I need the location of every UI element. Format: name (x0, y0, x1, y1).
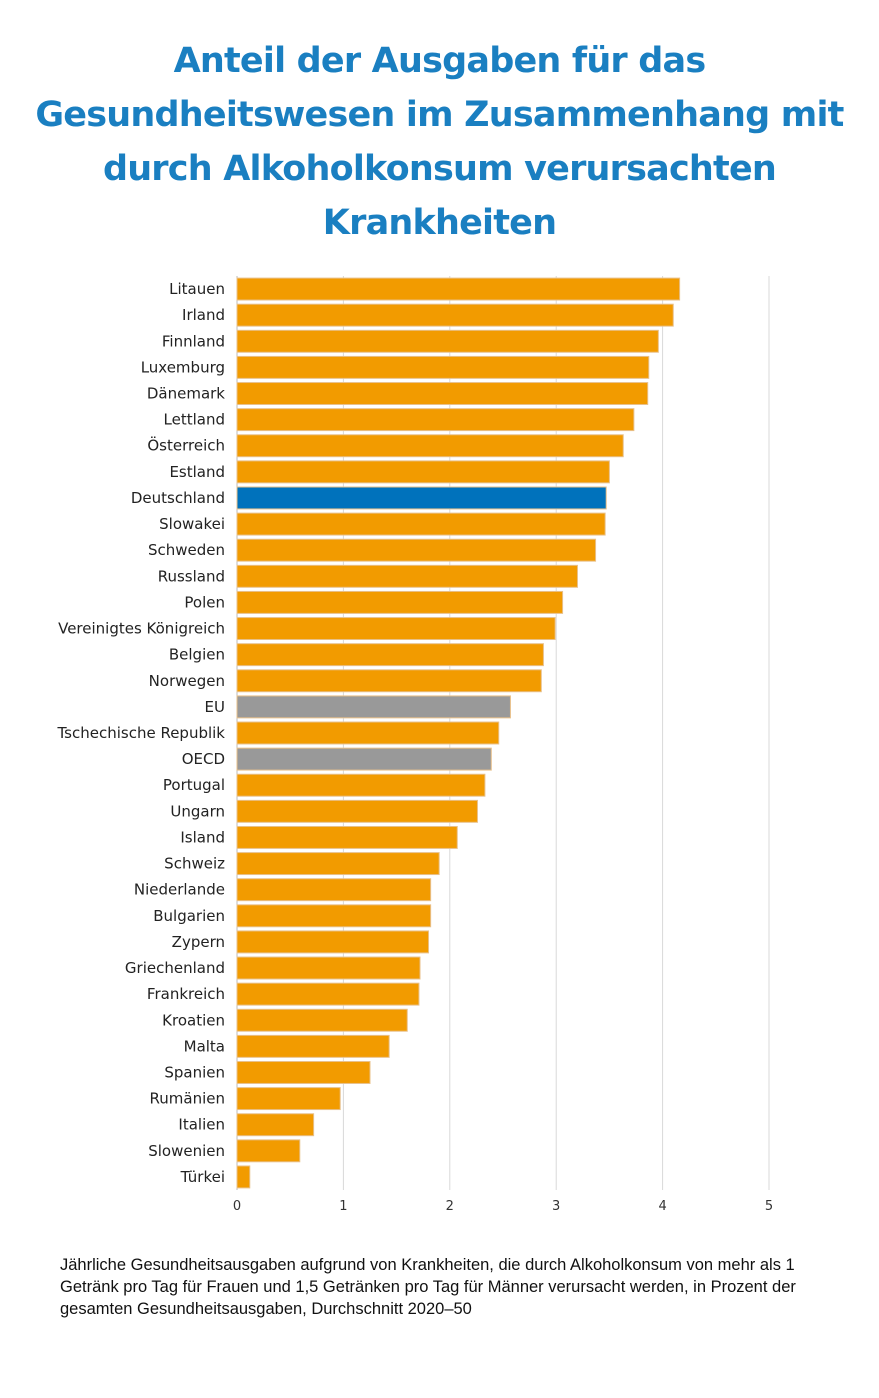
category-label: Frankreich (147, 985, 225, 1003)
category-label: Norwegen (149, 672, 225, 690)
bar-litauen (236, 277, 681, 301)
bar-deutschland (236, 486, 607, 510)
x-tick-label: 0 (233, 1199, 241, 1214)
bar-rumänien (236, 1087, 341, 1111)
bar-norwegen (236, 669, 542, 693)
bar-niederlande (236, 878, 432, 902)
category-label: Vereinigtes Königreich (58, 620, 225, 638)
x-tick-label: 2 (446, 1199, 454, 1214)
category-label: OECD (182, 750, 225, 768)
bar-oecd (236, 747, 492, 771)
category-label: Türkei (180, 1168, 225, 1186)
bar-schweden (236, 538, 597, 562)
x-tick-label: 5 (765, 1199, 773, 1214)
bar-griechenland (236, 956, 421, 980)
bar-portugal (236, 773, 486, 797)
category-label: Malta (184, 1037, 225, 1055)
category-label: Luxemburg (141, 358, 225, 376)
category-label: Italien (178, 1116, 225, 1134)
bar-irland (236, 303, 674, 327)
category-label: Slowakei (159, 515, 225, 533)
category-label: Schweden (148, 541, 225, 559)
category-label: Finnland (162, 332, 225, 350)
bar-ungarn (236, 799, 478, 823)
bar-russland (236, 564, 578, 588)
x-axis-ticks: 0 1 2 3 4 5 (233, 1199, 773, 1214)
category-label: Estland (169, 463, 225, 481)
category-label: Schweiz (164, 855, 225, 873)
x-tick-label: 1 (339, 1199, 347, 1214)
bar-polen (236, 590, 564, 614)
category-label: Zypern (172, 933, 225, 951)
bar-malta (236, 1034, 390, 1058)
category-label: Polen (184, 593, 225, 611)
bar-chart: Litauen Irland Finnland Luxemburg Dänemark Le… (56, 276, 773, 1214)
bar-schweiz (236, 852, 440, 876)
category-label: Griechenland (125, 959, 225, 977)
bar-finnland (236, 329, 659, 353)
x-tick-label: 4 (658, 1199, 666, 1214)
bar-vereinigtes-königreich (236, 617, 556, 641)
bar-österreich (236, 434, 624, 458)
category-label: Kroatien (162, 1011, 225, 1029)
category-label: Tschechische Republik (56, 724, 225, 742)
bar-estland (236, 460, 610, 484)
bar-frankreich (236, 982, 420, 1006)
bar-zypern (236, 930, 430, 954)
bar-spanien (236, 1061, 371, 1084)
bar-slowenien (236, 1139, 301, 1163)
category-label: Island (180, 828, 225, 846)
category-labels: Litauen Irland Finnland Luxemburg Dänemark Le… (56, 280, 225, 1186)
category-label: Deutschland (131, 489, 225, 507)
x-tick-label: 3 (552, 1199, 560, 1214)
bars (236, 277, 681, 1189)
category-label: EU (205, 698, 225, 716)
category-label: Spanien (164, 1063, 225, 1081)
bar-bulgarien (236, 904, 432, 928)
category-label: Niederlande (134, 881, 225, 899)
bar-luxemburg (236, 355, 650, 379)
category-label: Rumänien (150, 1090, 225, 1108)
bar-lettland (236, 408, 635, 432)
bar-belgien (236, 643, 544, 667)
category-label: Slowenien (148, 1142, 225, 1160)
bar-dänemark (236, 382, 649, 405)
category-label: Portugal (163, 776, 225, 794)
category-label: Russland (158, 567, 225, 585)
bar-italien (236, 1113, 315, 1137)
category-label: Irland (182, 306, 225, 324)
bar-island (236, 825, 458, 849)
bar-slowakei (236, 512, 606, 536)
bar-kroatien (236, 1008, 408, 1032)
category-label: Litauen (169, 280, 225, 298)
bar-eu (236, 695, 511, 719)
category-label: Österreich (147, 436, 225, 455)
bar-türkei (236, 1165, 251, 1189)
bar-tschechische-republik (236, 721, 500, 745)
category-label: Bulgarien (153, 907, 225, 925)
category-label: Dänemark (147, 385, 225, 403)
chart-caption: Jährliche Gesundheitsausgaben aufgrund v… (60, 1256, 796, 1318)
category-label: Ungarn (170, 802, 225, 820)
chart-title: Anteil der Ausgaben für das Gesundheitsw… (35, 41, 844, 243)
category-label: Lettland (164, 411, 225, 429)
category-label: Belgien (169, 646, 225, 664)
